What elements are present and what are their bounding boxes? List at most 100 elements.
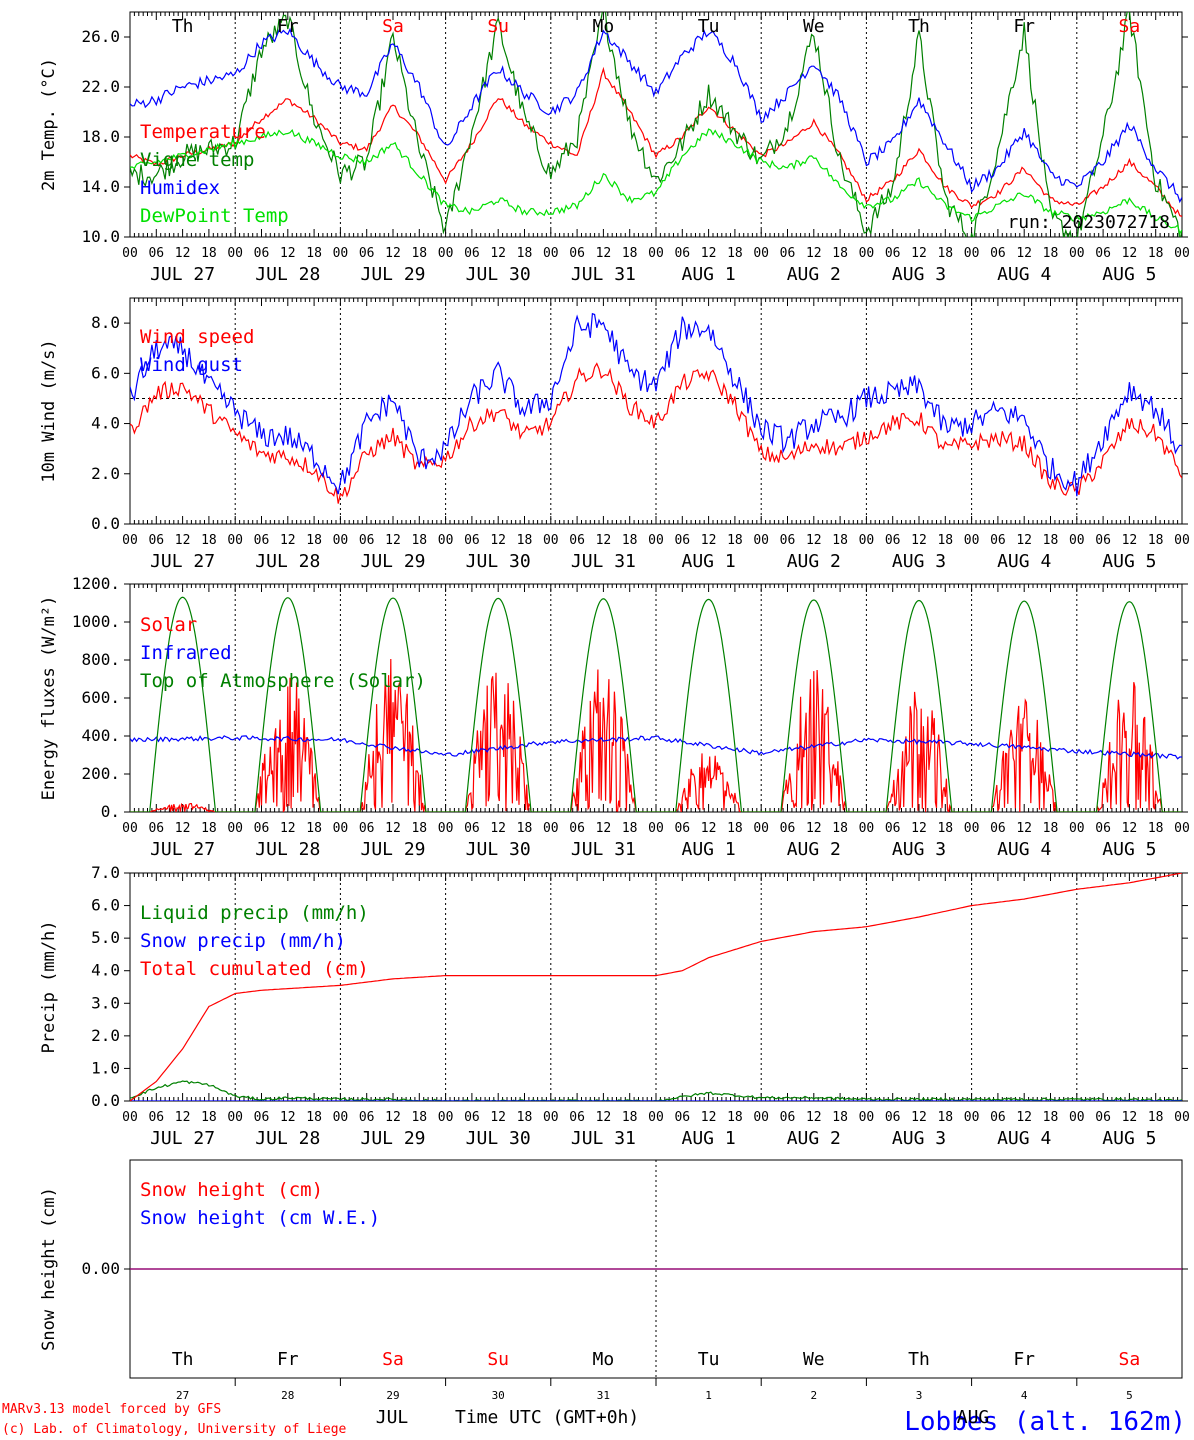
weekday-label: Th: [172, 16, 194, 37]
hour-tick-label: 12: [280, 533, 296, 548]
y-tick-label: 600.: [81, 688, 120, 707]
y-tick-label: 26.0: [81, 27, 120, 46]
hour-tick-label: 06: [464, 533, 480, 548]
hour-tick-label: 00: [227, 246, 243, 261]
hour-tick-label: 00: [1069, 1110, 1085, 1125]
hour-tick-label: 18: [1043, 533, 1059, 548]
hour-tick-label: 12: [385, 821, 401, 836]
hour-tick-label: 12: [911, 246, 927, 261]
hour-tick-label: 06: [885, 533, 901, 548]
plot-area: [130, 596, 1182, 812]
legend-entry: Temperature: [140, 121, 266, 143]
y-tick-label: 1000.: [72, 612, 120, 631]
day-number-label: 2: [810, 1389, 817, 1402]
legend-entry: Top of Atmosphere (Solar): [140, 670, 426, 692]
hour-tick-label: 18: [1043, 821, 1059, 836]
weekday-label: Sa: [382, 16, 404, 37]
date-label: AUG 2: [787, 1128, 841, 1149]
date-label: JUL 29: [360, 551, 425, 572]
hour-tick-label: 00: [753, 246, 769, 261]
y-tick-label: 18.0: [81, 127, 120, 146]
date-label: JUL 27: [150, 1128, 215, 1149]
hour-tick-label: 00: [648, 821, 664, 836]
hour-tick-label: 00: [438, 533, 454, 548]
hour-tick-label: 06: [990, 533, 1006, 548]
y-tick-label: 3.0: [91, 993, 120, 1012]
hour-tick-label: 06: [359, 1110, 375, 1125]
hour-tick-label: 18: [1148, 533, 1164, 548]
legend-entry: Snow height (cm W.E.): [140, 1207, 380, 1229]
date-label: AUG 3: [892, 264, 946, 285]
weekday-label: We: [803, 1349, 825, 1370]
hour-tick-label: 18: [937, 821, 953, 836]
day-number-label: 1: [705, 1389, 712, 1402]
hour-tick-label: 18: [1043, 1110, 1059, 1125]
day-number-label: 27: [176, 1389, 189, 1402]
hour-tick-label: 00: [1174, 821, 1190, 836]
hour-tick-label: 06: [885, 1110, 901, 1125]
y-tick-label: 200.: [81, 764, 120, 783]
series-line-wind-gust: [130, 312, 1182, 497]
hour-tick-label: 18: [622, 533, 638, 548]
plot-area: [130, 312, 1182, 504]
hour-tick-label: 12: [490, 1110, 506, 1125]
day-number-label: 31: [597, 1389, 610, 1402]
hour-tick-label: 12: [911, 821, 927, 836]
weekday-label: Tu: [698, 16, 720, 37]
hour-tick-label: 00: [438, 1110, 454, 1125]
weekday-label: Sa: [1119, 1349, 1141, 1370]
hour-tick-label: 06: [359, 246, 375, 261]
date-label: JUL 30: [466, 839, 531, 860]
legend-entry: Infrared: [140, 642, 232, 664]
hour-tick-label: 00: [543, 246, 559, 261]
hour-tick-label: 12: [175, 1110, 191, 1125]
hour-tick-label: 06: [674, 246, 690, 261]
y-tick-label: 7.0: [91, 863, 120, 882]
hour-tick-label: 06: [1095, 246, 1111, 261]
hour-tick-label: 12: [385, 533, 401, 548]
hour-tick-label: 12: [806, 533, 822, 548]
date-label: AUG 4: [997, 1128, 1051, 1149]
weekday-label: Fr: [1013, 16, 1035, 37]
date-label: AUG 1: [682, 1128, 736, 1149]
run-label: run: 2023072718: [1007, 212, 1170, 233]
hour-tick-label: 18: [937, 533, 953, 548]
weekday-label: Th: [908, 16, 930, 37]
hour-tick-label: 18: [306, 1110, 322, 1125]
date-label: JUL 30: [466, 1128, 531, 1149]
date-label: AUG 4: [997, 551, 1051, 572]
hour-tick-label: 18: [411, 1110, 427, 1125]
hour-tick-label: 00: [122, 821, 138, 836]
date-label: JUL 29: [360, 1128, 425, 1149]
hour-tick-label: 00: [543, 533, 559, 548]
day-number-label: 5: [1126, 1389, 1133, 1402]
panel-3: 0. 200. 400. 600. 800. 1000. 1200. Energy fluxe…: [39, 574, 1190, 860]
hour-tick-label: 18: [411, 533, 427, 548]
hour-tick-label: 18: [411, 246, 427, 261]
y-tick-label: 4.0: [91, 961, 120, 980]
panel-2: 0.0 2.0 4.0 6.0 8.0 10m Wind (m/s) 00 06 12 18 JUL…: [39, 297, 1190, 572]
y-tick-label: 0.0: [91, 1091, 120, 1110]
date-label: AUG 2: [787, 839, 841, 860]
hour-tick-label: 06: [464, 1110, 480, 1125]
hour-tick-label: 12: [280, 821, 296, 836]
y-axis-title: Energy fluxes (W/m²): [39, 596, 59, 801]
hour-tick-label: 00: [543, 821, 559, 836]
time-ticks: [129, 298, 1183, 524]
hour-tick-label: 06: [359, 821, 375, 836]
hour-tick-label: 06: [780, 1110, 796, 1125]
y-axis-title: 10m Wind (m/s): [39, 339, 59, 482]
weekday-label: Su: [487, 16, 509, 37]
date-label: AUG 4: [997, 264, 1051, 285]
hour-tick-label: 06: [780, 821, 796, 836]
hour-tick-label: 18: [1043, 246, 1059, 261]
hour-tick-label: 12: [701, 246, 717, 261]
plot-frame: [129, 297, 1183, 525]
hour-tick-label: 18: [201, 821, 217, 836]
legend-entry: Snow precip (mm/h): [140, 930, 346, 952]
y-tick-label: 6.0: [91, 896, 120, 915]
hour-tick-label: 18: [937, 1110, 953, 1125]
hour-tick-label: 18: [832, 533, 848, 548]
hour-tick-label: 06: [780, 533, 796, 548]
weekday-label: Sa: [1119, 16, 1141, 37]
